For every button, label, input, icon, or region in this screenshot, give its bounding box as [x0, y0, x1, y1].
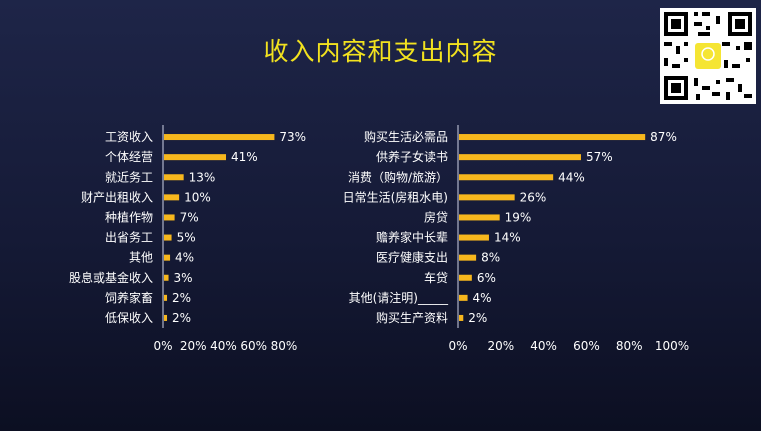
bar — [459, 234, 489, 241]
data-label: 2% — [172, 311, 191, 325]
data-label: 14% — [494, 231, 521, 245]
category-label: 饲养家畜 — [105, 290, 153, 305]
category-label: 日常生活(房租水电) — [343, 189, 448, 204]
data-label: 2% — [172, 291, 191, 305]
x-tick-label: 40% — [530, 339, 557, 353]
x-tick-label: 60% — [240, 339, 267, 353]
category-label: 就近务工 — [105, 169, 153, 184]
x-tick-label: 0% — [448, 339, 467, 353]
category-label: 房贷 — [424, 209, 448, 224]
category-label: 其他 — [129, 251, 153, 265]
category-label: 出省务工 — [105, 230, 153, 245]
data-label: 73% — [279, 130, 306, 144]
data-label: 8% — [481, 251, 500, 265]
x-tick-label: 20% — [180, 339, 207, 353]
category-label: 赡养家中长辈 — [376, 230, 448, 245]
x-tick-label: 20% — [487, 339, 514, 353]
category-label: 购买生产资料 — [376, 310, 448, 325]
data-label: 10% — [184, 190, 211, 204]
chart-1: 工资收入 73% 个体经营 41% 就近务工 13% 财产出租收入 10% 种植作物 7% 出省务工… — [69, 125, 306, 353]
bar — [164, 314, 168, 321]
data-label: 87% — [650, 130, 677, 144]
data-label: 19% — [505, 210, 532, 224]
data-label: 5% — [177, 231, 196, 245]
bar — [459, 194, 515, 201]
bar — [164, 174, 184, 181]
category-label: 股息或基金收入 — [69, 270, 153, 285]
category-label: 供养子女读书 — [376, 149, 448, 164]
category-label: 工资收入 — [105, 130, 153, 144]
x-tick-label: 80% — [271, 339, 298, 353]
bar — [164, 274, 169, 281]
data-label: 7% — [180, 210, 199, 224]
bar — [164, 294, 168, 301]
qr-code-graphic — [660, 8, 756, 104]
data-label: 13% — [189, 170, 216, 184]
x-tick-label: 60% — [573, 339, 600, 353]
bar — [459, 154, 581, 161]
chart-2: 购买生活必需品 87% 供养子女读书 57% 消费（购物/旅游） 44% 日常生活(房租水电… — [343, 125, 689, 353]
category-label: 低保收入 — [105, 311, 153, 325]
category-label: 其他(请注明)_____ — [349, 290, 449, 305]
qr-code-icon — [660, 8, 756, 104]
page-title: 收入内容和支出内容 — [263, 37, 498, 66]
data-label: 44% — [558, 170, 585, 184]
category-label: 财产出租收入 — [81, 190, 153, 204]
data-label: 6% — [477, 271, 496, 285]
category-label: 消费（购物/旅游） — [348, 169, 448, 184]
bar — [459, 314, 464, 321]
bar — [459, 294, 468, 301]
bar — [459, 214, 500, 221]
x-tick-label: 0% — [153, 339, 172, 353]
bar — [459, 174, 554, 181]
data-label: 57% — [586, 150, 613, 164]
bar — [459, 134, 646, 141]
x-tick-label: 80% — [616, 339, 643, 353]
bar — [164, 214, 175, 221]
bar — [459, 254, 477, 261]
data-label: 3% — [174, 271, 193, 285]
x-tick-label: 40% — [210, 339, 237, 353]
bar — [164, 234, 172, 241]
category-label: 车贷 — [424, 270, 448, 285]
bar — [164, 194, 180, 201]
category-label: 个体经营 — [105, 150, 153, 164]
data-label: 2% — [468, 311, 487, 325]
data-label: 4% — [473, 291, 492, 305]
x-tick-label: 100% — [655, 339, 689, 353]
data-label: 4% — [175, 251, 194, 265]
bar — [164, 134, 275, 141]
bar — [459, 274, 472, 281]
category-label: 种植作物 — [105, 209, 153, 224]
bar — [164, 254, 171, 261]
category-label: 医疗健康支出 — [376, 250, 448, 265]
data-label: 26% — [520, 190, 547, 204]
bar — [164, 154, 227, 161]
data-label: 41% — [231, 150, 258, 164]
category-label: 购买生活必需品 — [364, 129, 448, 144]
